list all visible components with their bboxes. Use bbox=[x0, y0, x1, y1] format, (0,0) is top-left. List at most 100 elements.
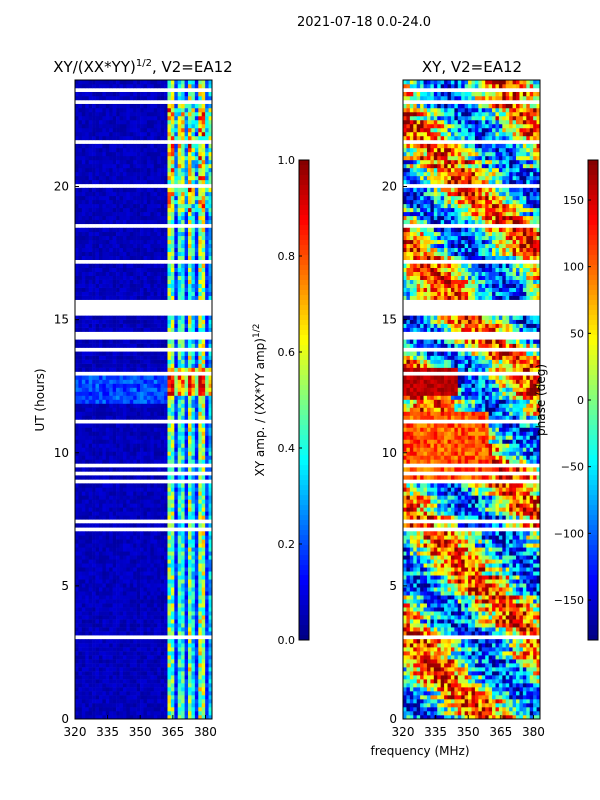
amplitude-cell bbox=[109, 275, 113, 280]
amplitude-cell bbox=[194, 615, 199, 620]
amplitude-cell bbox=[105, 323, 110, 328]
amplitude-cell bbox=[170, 399, 175, 404]
amplitude-cell bbox=[150, 367, 155, 372]
amplitude-cell bbox=[116, 147, 120, 153]
amplitude-cell bbox=[167, 559, 172, 564]
amplitude-cell bbox=[160, 431, 165, 436]
amplitude-cell bbox=[150, 199, 155, 205]
amplitude-cell bbox=[143, 467, 148, 472]
amplitude-cell bbox=[95, 355, 100, 360]
amplitude-cell bbox=[119, 683, 124, 688]
amplitude-cell bbox=[78, 571, 83, 576]
amplitude-cell bbox=[88, 483, 93, 488]
amplitude-cell bbox=[170, 607, 175, 612]
amplitude-cell bbox=[109, 467, 113, 472]
amplitude-cell bbox=[157, 395, 161, 400]
amplitude-cell bbox=[126, 279, 131, 284]
amplitude-cell bbox=[146, 487, 151, 492]
amplitude-cell bbox=[146, 263, 151, 268]
amplitude-cell bbox=[191, 283, 196, 288]
amplitude-cell bbox=[188, 327, 192, 332]
amplitude-cell bbox=[102, 391, 107, 396]
amplitude-cell bbox=[191, 651, 196, 656]
amplitude-cell bbox=[160, 175, 165, 181]
amplitude-cell bbox=[116, 559, 120, 564]
amplitude-cell bbox=[188, 147, 192, 153]
amplitude-cell bbox=[98, 315, 103, 320]
amplitude-cell bbox=[136, 363, 141, 368]
amplitude-cell bbox=[157, 663, 161, 668]
amplitude-cell bbox=[191, 171, 196, 177]
amplitude-cell bbox=[133, 383, 137, 388]
amplitude-cell bbox=[191, 451, 196, 456]
amplitude-cell bbox=[81, 343, 86, 348]
amplitude-cell bbox=[102, 287, 107, 292]
amplitude-cell bbox=[174, 647, 179, 652]
amplitude-cell bbox=[140, 227, 144, 233]
amplitude-cell bbox=[102, 199, 107, 205]
amplitude-cell bbox=[208, 555, 213, 560]
amplitude-cell bbox=[143, 571, 148, 576]
amplitude-cell bbox=[167, 179, 172, 185]
amplitude-cell bbox=[140, 667, 144, 672]
amplitude-cell bbox=[122, 279, 127, 284]
amplitude-cell bbox=[92, 211, 96, 217]
amplitude-cell bbox=[122, 607, 127, 612]
amplitude-cell bbox=[170, 203, 175, 209]
amplitude-cell bbox=[95, 667, 100, 672]
amplitude-cell bbox=[78, 455, 83, 460]
amplitude-cell bbox=[81, 491, 86, 496]
amplitude-cell bbox=[129, 599, 134, 604]
amplitude-cell bbox=[198, 415, 203, 420]
amplitude-cell bbox=[109, 227, 113, 233]
amplitude-cell bbox=[140, 611, 144, 616]
amplitude-cell bbox=[102, 531, 107, 536]
amplitude-cell bbox=[140, 271, 144, 276]
amplitude-cell bbox=[205, 247, 209, 253]
amplitude-cell bbox=[78, 559, 83, 564]
amplitude-cell bbox=[208, 315, 213, 320]
amplitude-cell bbox=[136, 627, 141, 632]
amplitude-cell bbox=[167, 247, 172, 253]
amplitude-cell bbox=[122, 595, 127, 600]
amplitude-cell bbox=[184, 679, 189, 684]
amplitude-cell bbox=[85, 595, 89, 600]
amplitude-cell bbox=[160, 399, 165, 404]
amplitude-cell bbox=[181, 511, 185, 516]
amplitude-cell bbox=[167, 683, 172, 688]
amplitude-cell bbox=[201, 683, 206, 688]
amplitude-cell bbox=[112, 171, 117, 177]
amplitude-cell bbox=[75, 607, 79, 612]
amplitude-cell bbox=[188, 363, 192, 368]
amplitude-cell bbox=[98, 343, 103, 348]
amplitude-cell bbox=[136, 511, 141, 516]
amplitude-cell bbox=[109, 579, 113, 584]
amplitude-cell bbox=[160, 607, 165, 612]
amplitude-cell bbox=[150, 687, 155, 692]
amplitude-cell bbox=[198, 423, 203, 428]
amplitude-cell bbox=[95, 407, 100, 412]
amplitude-cell bbox=[98, 323, 103, 328]
amplitude-cell bbox=[153, 147, 158, 153]
amplitude-cell bbox=[98, 255, 103, 261]
amplitude-cell bbox=[201, 623, 206, 628]
amplitude-cell bbox=[119, 639, 124, 644]
amplitude-cell bbox=[85, 415, 89, 420]
amplitude-cell bbox=[109, 507, 113, 512]
amplitude-cell bbox=[81, 423, 86, 428]
amplitude-cell bbox=[119, 203, 124, 209]
amplitude-cell bbox=[129, 683, 134, 688]
amplitude-cell bbox=[136, 699, 141, 704]
amplitude-cell bbox=[150, 571, 155, 576]
amplitude-cell bbox=[208, 231, 213, 237]
amplitude-cell bbox=[136, 683, 141, 688]
amplitude-cell bbox=[112, 199, 117, 205]
amplitude-cell bbox=[105, 667, 110, 672]
amplitude-cell bbox=[198, 191, 203, 197]
amplitude-cell bbox=[98, 339, 103, 344]
amplitude-cell bbox=[153, 319, 158, 324]
amplitude-cell bbox=[92, 547, 96, 552]
amplitude-cell bbox=[116, 451, 120, 456]
amplitude-cell bbox=[98, 179, 103, 185]
amplitude-cell bbox=[92, 491, 96, 496]
